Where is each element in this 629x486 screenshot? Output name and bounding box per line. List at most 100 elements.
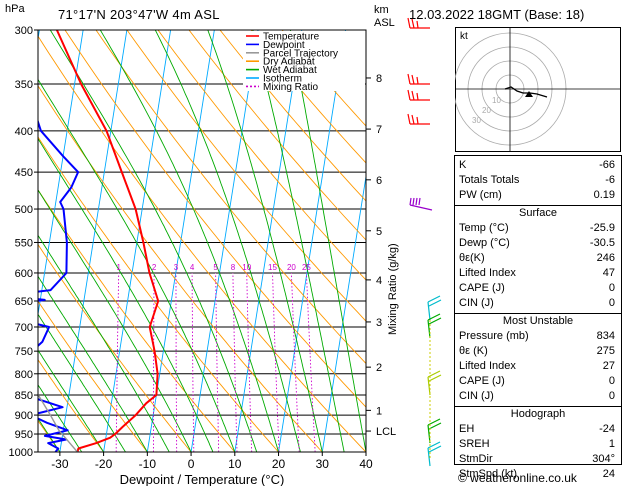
index-row: EH -24 [459,422,617,437]
index-label: Dewp (°C) [459,237,510,249]
mixing-ratio-line [232,272,238,452]
mixing-ratio-label: 4 [190,263,195,272]
index-value: 47 [602,267,615,279]
isotherm-line [59,30,128,452]
pressure-tick-label: 750 [15,346,33,358]
km-tick-label: 8 [376,73,382,85]
hpa-unit-label: hPa [5,3,25,15]
wet-adiabat [38,189,192,452]
pressure-tick-label: 550 [15,237,33,249]
section-title: Most Unstable [502,315,574,327]
index-value: 0 [608,390,615,402]
dry-adiabat [38,35,366,452]
dry-adiabat [64,30,366,408]
legend-label: Dewpoint [263,40,305,51]
pressure-tick-label: 600 [15,268,33,280]
legend-label: Isotherm [263,74,302,85]
mixing-ratio-label: 5 [213,263,218,272]
index-value: -25.9 [589,222,615,234]
wet-adiabat [49,30,258,452]
km-tick-label: 7 [376,124,382,136]
legend-label: Temperature [263,32,320,43]
dry-adiabat [38,243,192,452]
legend-label: Mixing Ratio [263,82,318,93]
index-row: Totals Totals -6 [459,173,617,188]
isotherm-line [278,30,346,452]
hodograph-ring-label: 10 [492,96,501,105]
mixing-ratio-label: 3 [174,263,179,272]
dry-adiabat [38,189,236,452]
index-row: StmSpd (kt) 24 [459,467,617,482]
plot-frame [37,29,367,453]
pressure-tick-label: 900 [15,410,33,422]
section-divider [455,313,621,314]
isotherm-line [410,30,452,452]
isotherm-line [146,30,215,452]
wind-barbs [407,17,442,467]
mixing-ratio-line [305,272,316,452]
mixing-ratio-label: 2 [152,263,157,272]
index-value: 834 [596,330,615,342]
legend-label: Parcel Trajectory [263,48,338,59]
index-row: PW (cm) 0.19 [459,188,617,203]
index-value: 1 [608,438,615,450]
index-row: Dewp (°C) -30.5 [459,236,617,251]
pressure-tick-label: 500 [15,204,33,216]
index-label: Totals Totals [459,174,520,186]
dry-adiabat [126,30,366,322]
index-value: 0 [608,282,615,294]
isotherm-line [321,173,366,452]
index-value: 304° [592,453,615,465]
index-row: Lifted Index 27 [459,359,617,374]
series-temperature [55,30,160,452]
index-label: Lifted Index [459,360,516,372]
isotherm-line [38,30,84,318]
legend-label: Wet Adiabat [263,65,317,76]
pressure-tick-label: 850 [15,390,33,402]
index-label: EH [459,423,475,435]
index-row: θε(K) 246 [459,251,617,266]
datetime-title: 12.03.2022 18GMT (Base: 18) [409,7,585,22]
mixing-ratio-label: 1 [116,263,121,272]
index-row: CAPE (J) 0 [459,374,617,389]
wet-adiabat [252,30,345,452]
pressure-tick-label: 350 [15,79,33,91]
index-label: PW (cm) [459,189,502,201]
series-parcel-trajectory [38,393,78,452]
wet-adiabat [207,30,323,452]
dry-adiabat [38,300,148,452]
mixing-ratio-line [290,272,300,452]
pressure-tick-label: 450 [15,167,33,179]
index-value: -30.5 [589,237,615,249]
wet-adiabat [38,384,83,452]
legend-label: Dry Adiabat [263,57,315,68]
index-label: CAPE (J) [459,375,505,387]
index-label: CAPE (J) [459,282,505,294]
mixing-ratio-label: 20 [287,263,296,272]
isotherm-line [190,30,259,452]
index-value: -66 [599,159,615,171]
pressure-tick-label: 400 [15,126,33,138]
asl-unit-label: ASL [374,17,395,29]
dry-adiabat [38,359,104,452]
index-row: Pressure (mb) 834 [459,329,617,344]
mixing-ratio-label: 15 [268,263,277,272]
wet-adiabat [99,30,279,452]
pressure-tick-label: 700 [15,322,33,334]
index-row: CAPE (J) 0 [459,281,617,296]
km-tick-label: 2 [376,362,382,374]
temp-tick-label: -30 [51,457,69,471]
index-label: Temp (°C) [459,222,509,234]
section-title: Surface [519,207,557,219]
index-label: K [459,159,467,171]
index-label: θε (K) [459,345,488,357]
temp-tick-label: 20 [272,457,286,471]
temp-tick-label: 10 [228,457,242,471]
km-unit-label: km [374,4,389,16]
wet-adiabat [38,234,170,452]
index-label: CIN (J) [459,297,494,309]
km-tick-label: 3 [376,317,382,329]
pressure-tick-label: 300 [15,25,33,37]
